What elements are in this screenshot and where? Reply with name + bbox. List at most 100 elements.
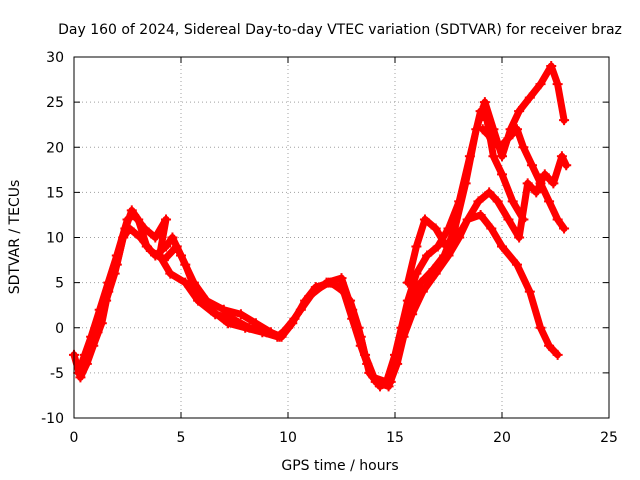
data-point-marker bbox=[544, 340, 555, 351]
data-point-marker bbox=[518, 142, 529, 153]
y-tick-label: -10 bbox=[41, 411, 64, 427]
data-point-marker bbox=[135, 232, 146, 243]
y-tick-label: 10 bbox=[46, 231, 64, 247]
data-point-marker bbox=[83, 345, 94, 356]
y-tick-label: 0 bbox=[55, 321, 64, 337]
data-point-marker bbox=[323, 277, 334, 288]
x-tick-label: 10 bbox=[279, 430, 297, 446]
data-point-marker bbox=[92, 327, 103, 338]
data-point-marker bbox=[417, 286, 428, 297]
chart-title: Day 160 of 2024, Sidereal Day-to-day VTE… bbox=[58, 22, 622, 38]
data-point-marker bbox=[524, 286, 535, 297]
data-point-marker bbox=[497, 169, 507, 180]
data-point-marker bbox=[402, 277, 413, 288]
data-point-marker bbox=[477, 124, 488, 135]
data-point-marker bbox=[497, 241, 507, 252]
data-point-marker bbox=[407, 309, 418, 320]
data-point-marker bbox=[497, 151, 507, 162]
data-point-marker bbox=[392, 358, 403, 369]
data-point-marker bbox=[430, 223, 441, 234]
data-point-marker bbox=[430, 268, 441, 279]
data-point-marker bbox=[272, 331, 283, 342]
data-point-marker bbox=[336, 273, 347, 284]
data-point-marker bbox=[462, 214, 473, 225]
data-point-marker bbox=[180, 277, 191, 288]
x-tick-label: 0 bbox=[70, 430, 79, 446]
data-point-marker bbox=[484, 187, 495, 198]
data-point-marker bbox=[526, 160, 537, 171]
data-point-marker bbox=[503, 133, 514, 144]
data-point-marker bbox=[514, 106, 525, 117]
data-point-marker bbox=[494, 142, 505, 153]
data-point-marker bbox=[128, 209, 139, 220]
data-point-marker bbox=[223, 318, 234, 329]
data-point-marker bbox=[295, 304, 306, 315]
data-point-marker bbox=[73, 367, 84, 378]
data-point-marker bbox=[559, 223, 570, 234]
data-point-marker bbox=[411, 241, 422, 252]
data-point-marker bbox=[422, 250, 433, 261]
y-tick-label: 30 bbox=[46, 50, 64, 66]
data-point-marker bbox=[101, 295, 112, 306]
tick-layer: 0 5 10 15 20 25 -10 -5 0 5 10 15 20 25 30 bbox=[41, 50, 618, 446]
data-point-marker bbox=[308, 286, 319, 297]
data-point-marker bbox=[180, 259, 191, 270]
y-tick-label: 20 bbox=[46, 140, 64, 156]
data-point-marker bbox=[118, 232, 129, 243]
data-point-marker bbox=[479, 97, 490, 108]
data-point-marker bbox=[452, 232, 463, 243]
data-point-marker bbox=[146, 246, 157, 257]
data-point-marker bbox=[441, 241, 452, 252]
data-point-marker bbox=[283, 322, 293, 333]
data-point-marker bbox=[161, 214, 172, 225]
data-point-marker bbox=[535, 79, 546, 90]
y-tick-label: -5 bbox=[50, 366, 64, 382]
x-tick-label: 25 bbox=[600, 430, 618, 446]
data-point-marker bbox=[432, 241, 443, 252]
data-point-marker bbox=[398, 331, 409, 342]
data-point-marker bbox=[150, 232, 161, 243]
data-point-marker bbox=[345, 295, 356, 306]
data-point-marker bbox=[109, 268, 120, 279]
data-point-marker bbox=[514, 232, 525, 243]
data-point-marker bbox=[419, 214, 430, 225]
y-axis-label: SDTVAR / TECUs bbox=[7, 180, 23, 295]
data-point-marker bbox=[522, 178, 533, 189]
data-point-marker bbox=[167, 232, 178, 243]
data-point-marker bbox=[492, 196, 503, 207]
data-point-marker bbox=[531, 187, 542, 198]
data-point-marker bbox=[235, 309, 246, 320]
data-point-marker bbox=[443, 250, 454, 261]
data-point-marker bbox=[460, 178, 471, 189]
data-point-marker bbox=[449, 223, 460, 234]
data-point-marker bbox=[165, 268, 176, 279]
x-axis-label: GPS time / hours bbox=[281, 458, 398, 474]
series-track-4 bbox=[404, 152, 570, 287]
data-point-marker bbox=[503, 214, 514, 225]
data-point-marker bbox=[415, 277, 426, 288]
data-point-marker bbox=[370, 376, 381, 387]
data-point-marker bbox=[353, 322, 364, 333]
y-tick-label: 5 bbox=[55, 276, 64, 292]
grid-layer bbox=[74, 57, 609, 418]
data-point-marker bbox=[257, 327, 268, 338]
data-point-marker bbox=[475, 209, 486, 220]
x-tick-label: 5 bbox=[177, 430, 186, 446]
series-layer bbox=[69, 61, 572, 392]
data-point-marker bbox=[511, 259, 522, 270]
x-tick-label: 20 bbox=[493, 430, 511, 446]
data-point-marker bbox=[486, 223, 497, 234]
data-point-marker bbox=[552, 214, 563, 225]
data-point-marker bbox=[158, 255, 169, 266]
y-tick-label: 15 bbox=[46, 185, 64, 201]
data-point-marker bbox=[535, 322, 546, 333]
x-tick-label: 15 bbox=[386, 430, 404, 446]
data-point-marker bbox=[524, 92, 535, 103]
data-point-marker bbox=[77, 358, 88, 369]
data-point-marker bbox=[559, 115, 570, 126]
data-point-marker bbox=[552, 349, 563, 360]
data-point-marker bbox=[190, 286, 201, 297]
data-point-marker bbox=[360, 349, 371, 360]
data-point-marker bbox=[124, 223, 135, 234]
